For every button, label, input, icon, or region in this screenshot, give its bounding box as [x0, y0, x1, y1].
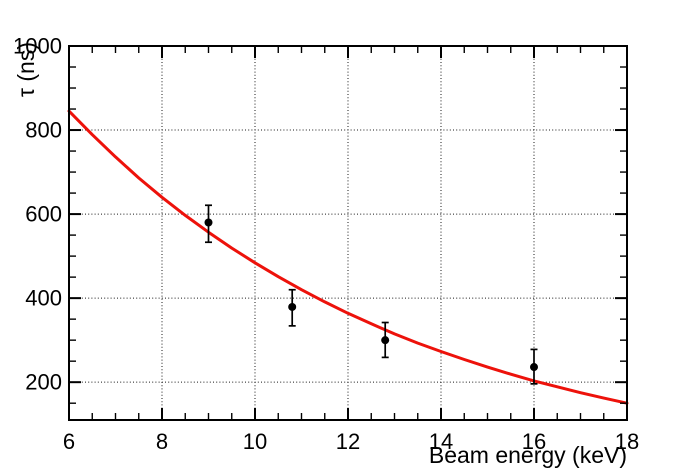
- x-axis-title: Beam energy (keV): [429, 442, 627, 468]
- x-tick-label: 16: [522, 429, 546, 454]
- x-tick-label: 18: [615, 429, 639, 454]
- plot-frame: [68, 45, 628, 421]
- data-point-marker: [530, 363, 538, 372]
- y-axis-title: τ (ns): [13, 42, 39, 97]
- x-tick-label: 14: [429, 429, 453, 454]
- data-points: [204, 204, 538, 385]
- x-tick-label: 6: [63, 429, 75, 454]
- y-tick-label: 800: [25, 118, 62, 143]
- data-point-marker: [288, 302, 297, 311]
- x-tick-label: 12: [336, 429, 360, 454]
- data-point-marker: [381, 336, 390, 345]
- y-tick-label: 200: [25, 370, 62, 395]
- axis-ticks: [68, 45, 628, 420]
- y-tick-label: 1000: [13, 34, 62, 59]
- data-point-marker: [204, 218, 213, 227]
- gridlines: [69, 46, 627, 420]
- x-tick-label: 8: [156, 429, 168, 454]
- x-tick-label: 10: [243, 429, 267, 454]
- y-tick-label: 600: [25, 202, 62, 227]
- x-tick-labels: 6 8 10 12 14 16 18: [63, 429, 639, 454]
- y-tick-labels: 200 400 600 800 1000: [13, 34, 62, 395]
- y-tick-label: 400: [25, 286, 62, 311]
